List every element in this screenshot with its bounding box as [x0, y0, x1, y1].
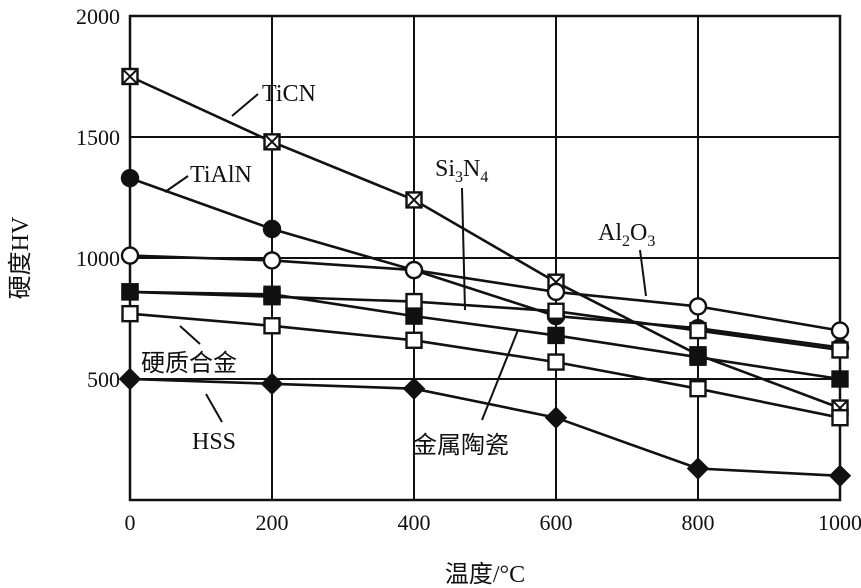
cermet-label: 金属陶瓷: [413, 432, 509, 459]
series-al2o3-line: [129, 254, 841, 332]
y-tick-label: 2000: [76, 4, 120, 29]
al2o3-main: Al: [598, 220, 622, 246]
x-tick-label: 800: [682, 510, 715, 535]
series-si3n4-line: [129, 290, 841, 352]
series-hss-line: [129, 377, 841, 478]
data-point-marker: [262, 219, 282, 239]
x-tick-label: 1000: [818, 510, 861, 535]
al2o3-label: Al2O3: [598, 220, 655, 250]
annotation-hss: HSS: [192, 393, 236, 455]
annotation-cermet: 金属陶瓷: [413, 329, 519, 459]
ticn-leader: [231, 93, 259, 117]
data-point-marker: [404, 260, 424, 280]
y-tick-label: 1500: [76, 125, 120, 150]
si3n4-sub2: 4: [480, 169, 488, 186]
series-ticn-group: [121, 67, 849, 417]
data-point-marker: [402, 377, 426, 400]
x-tick-label: 400: [398, 510, 431, 535]
data-point-marker: [121, 283, 139, 301]
data-point-marker: [689, 321, 707, 340]
y-axis-title: 硬度HV: [7, 216, 34, 299]
al2o3-sub1: 2: [622, 233, 630, 250]
series-cn-line: [129, 290, 841, 381]
data-point-marker: [688, 297, 708, 316]
series-ticn-line: [129, 75, 841, 410]
series-cn-line: [129, 312, 841, 419]
data-point-marker: [263, 133, 281, 151]
y-tick-label: 500: [87, 367, 120, 392]
cermet-leader: [481, 329, 519, 421]
series-cn-group: [121, 304, 849, 427]
data-point-marker: [831, 341, 849, 359]
data-point-marker: [118, 367, 142, 391]
data-point-marker: [120, 246, 140, 265]
x-tick-label: 0: [125, 510, 136, 535]
data-point-marker: [120, 168, 140, 188]
cemented-carbide-label: 硬质合金: [141, 350, 237, 377]
al2o3-mid: O: [630, 220, 647, 246]
data-point-marker: [830, 321, 850, 340]
annotation-tialn: TiAlN: [164, 162, 252, 193]
data-point-marker: [405, 191, 423, 209]
series-al2o3-group: [120, 246, 850, 340]
data-point-marker: [260, 372, 284, 396]
data-point-marker: [263, 285, 281, 303]
annotation-ticn: TiCN: [231, 81, 316, 117]
tialn-label: TiAlN: [190, 162, 252, 188]
y-tick-label: 1000: [76, 246, 120, 271]
data-point-marker: [689, 379, 707, 398]
data-point-marker: [263, 317, 281, 335]
hss-label: HSS: [192, 429, 236, 455]
data-point-marker: [547, 353, 565, 371]
cemented-carbide-leader: [179, 325, 201, 345]
data-point-marker: [831, 409, 849, 427]
data-point-marker: [405, 307, 423, 325]
data-point-marker: [544, 406, 568, 429]
data-point-marker: [831, 370, 849, 388]
data-point-marker: [121, 67, 139, 86]
x-tick-label: 200: [256, 510, 289, 535]
tick-layer: 0 200 400 600 800 1000 500 1000 1500 2000: [76, 4, 861, 535]
data-point-marker: [689, 348, 707, 366]
x-tick-label: 600: [540, 510, 573, 535]
si3n4-leader: [461, 187, 466, 311]
data-point-marker: [547, 326, 565, 345]
grid-layer: [130, 16, 840, 500]
series-cn-group: [121, 283, 849, 388]
data-point-marker: [546, 282, 566, 302]
si3n4-label: Si3N4: [435, 156, 488, 186]
annotation-cemented-carbide: 硬质合金: [141, 325, 237, 377]
ticn-label: TiCN: [262, 81, 316, 107]
data-point-marker: [262, 251, 282, 270]
series-tialn-line: [129, 176, 841, 349]
marker-cross: [263, 133, 281, 151]
data-point-marker: [686, 457, 710, 480]
data-point-marker: [828, 464, 852, 487]
al2o3-leader: [639, 249, 647, 297]
si3n4-main: Si: [435, 156, 455, 182]
data-point-marker: [405, 331, 423, 349]
annotation-al2o3: Al2O3: [598, 220, 655, 297]
tialn-leader: [164, 175, 189, 193]
hss-leader: [205, 393, 223, 423]
al2o3-sub2: 3: [647, 233, 655, 250]
series-tialn-group: [120, 168, 850, 357]
marker-cross: [405, 191, 423, 209]
data-point-marker: [405, 292, 423, 311]
annotation-si3n4: Si3N4: [435, 156, 488, 311]
x-axis-title: 温度/°C: [445, 561, 525, 588]
series-si3n4-group: [121, 283, 849, 359]
series-layer: [118, 67, 852, 487]
data-point-marker: [547, 302, 565, 320]
data-point-marker: [121, 304, 139, 323]
marker-cross: [121, 68, 139, 85]
si3n4-sub1: 3: [455, 169, 463, 186]
si3n4-mid: N: [463, 156, 480, 182]
series-hss-group: [118, 367, 852, 487]
